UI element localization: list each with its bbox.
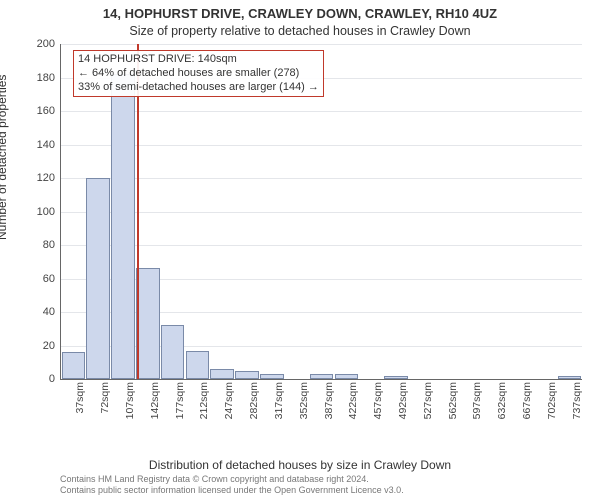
x-tick-label: 142sqm bbox=[149, 382, 161, 419]
y-tick-label: 140 bbox=[37, 139, 55, 151]
y-tick-label: 40 bbox=[43, 306, 55, 318]
x-tick-label: 177sqm bbox=[174, 382, 186, 419]
chart-footer: Contains HM Land Registry data © Crown c… bbox=[60, 474, 404, 496]
gridline bbox=[61, 178, 582, 179]
annotation-line3: 33% of semi-detached houses are larger (… bbox=[78, 81, 319, 95]
x-axis-label: Distribution of detached houses by size … bbox=[0, 458, 600, 472]
x-tick-label: 107sqm bbox=[124, 382, 136, 419]
gridline bbox=[61, 212, 582, 213]
chart-title-address: 14, HOPHURST DRIVE, CRAWLEY DOWN, CRAWLE… bbox=[0, 6, 600, 21]
x-tick-label: 282sqm bbox=[248, 382, 260, 419]
y-axis-label: Number of detached properties bbox=[0, 75, 9, 240]
x-tick-label: 667sqm bbox=[521, 382, 533, 419]
x-tick-label: 212sqm bbox=[198, 382, 210, 419]
histogram-bar bbox=[186, 351, 210, 379]
histogram-bar bbox=[235, 371, 259, 379]
gridline bbox=[61, 111, 582, 112]
x-tick-label: 37sqm bbox=[74, 382, 86, 414]
annotation-box: 14 HOPHURST DRIVE: 140sqm ← 64% of detac… bbox=[73, 50, 324, 97]
histogram-bar bbox=[62, 352, 86, 379]
y-tick-label: 160 bbox=[37, 105, 55, 117]
x-tick-label: 422sqm bbox=[347, 382, 359, 419]
x-tick-label: 702sqm bbox=[546, 382, 558, 419]
y-tick-label: 200 bbox=[37, 38, 55, 50]
x-tick-label: 632sqm bbox=[496, 382, 508, 419]
histogram-bar bbox=[260, 374, 284, 379]
histogram-bar bbox=[136, 268, 160, 379]
x-tick-label: 457sqm bbox=[372, 382, 384, 419]
y-tick-label: 80 bbox=[43, 239, 55, 251]
footer-line2: Contains public sector information licen… bbox=[60, 485, 404, 496]
y-tick-label: 180 bbox=[37, 72, 55, 84]
gridline bbox=[61, 145, 582, 146]
x-tick-label: 492sqm bbox=[397, 382, 409, 419]
annotation-line2: ← 64% of detached houses are smaller (27… bbox=[78, 67, 319, 81]
y-tick-label: 0 bbox=[49, 373, 55, 385]
x-tick-label: 527sqm bbox=[422, 382, 434, 419]
histogram-bar bbox=[335, 374, 359, 379]
histogram-bar bbox=[111, 74, 135, 379]
x-tick-label: 597sqm bbox=[471, 382, 483, 419]
gridline bbox=[61, 245, 582, 246]
gridline bbox=[61, 44, 582, 45]
x-tick-label: 317sqm bbox=[273, 382, 285, 419]
histogram-bar bbox=[310, 374, 334, 379]
x-tick-label: 387sqm bbox=[323, 382, 335, 419]
chart-title-sub: Size of property relative to detached ho… bbox=[0, 24, 600, 38]
y-tick-label: 120 bbox=[37, 172, 55, 184]
y-tick-label: 100 bbox=[37, 206, 55, 218]
x-tick-label: 737sqm bbox=[571, 382, 583, 419]
histogram-bar bbox=[86, 178, 110, 379]
x-tick-label: 352sqm bbox=[298, 382, 310, 419]
y-tick-label: 60 bbox=[43, 273, 55, 285]
footer-line1: Contains HM Land Registry data © Crown c… bbox=[60, 474, 404, 485]
histogram-bar bbox=[210, 369, 234, 379]
x-tick-label: 562sqm bbox=[447, 382, 459, 419]
histogram-bar bbox=[161, 325, 185, 379]
histogram-bar bbox=[384, 376, 408, 379]
x-tick-label: 247sqm bbox=[223, 382, 235, 419]
chart-plot-area: 02040608010012014016018020037sqm72sqm107… bbox=[60, 44, 582, 380]
x-tick-label: 72sqm bbox=[99, 382, 111, 414]
annotation-line1: 14 HOPHURST DRIVE: 140sqm bbox=[78, 53, 319, 67]
histogram-bar bbox=[558, 376, 582, 379]
y-tick-label: 20 bbox=[43, 340, 55, 352]
